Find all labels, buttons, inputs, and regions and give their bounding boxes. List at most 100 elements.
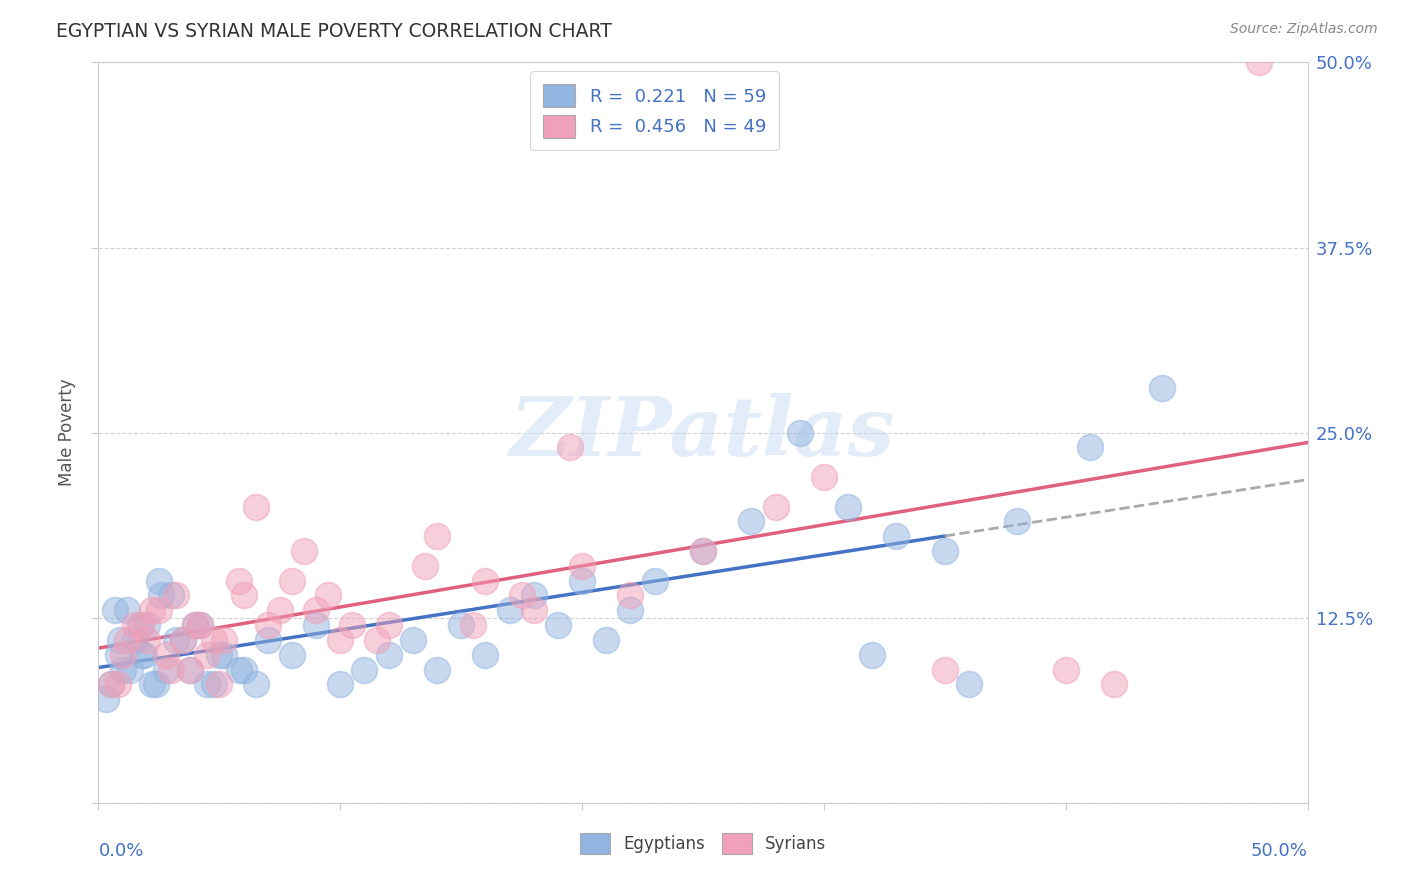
Point (165, 589, 187, 603)
Point (692, 544, 714, 558)
Point (316, 589, 339, 603)
Point (413, 558, 436, 573)
Point (232, 589, 254, 603)
Point (107, 648, 129, 662)
Point (281, 574, 304, 588)
Point (111, 648, 134, 662)
Point (1054, 663, 1077, 677)
Point (281, 648, 304, 662)
Point (107, 677, 129, 691)
Point (644, 574, 666, 588)
Point (1102, 677, 1125, 691)
Point (329, 632, 352, 647)
Point (1249, 55, 1271, 70)
Text: 0.0%: 0.0% (98, 842, 143, 860)
Point (184, 618, 207, 632)
Point (547, 618, 569, 632)
Point (148, 603, 170, 617)
Point (463, 618, 485, 632)
Point (179, 663, 201, 677)
Point (141, 603, 163, 617)
Point (204, 632, 226, 647)
Point (212, 648, 235, 662)
Point (329, 677, 352, 691)
Point (232, 663, 254, 677)
Point (148, 574, 170, 588)
Point (135, 632, 157, 647)
Point (934, 544, 956, 558)
Point (160, 589, 183, 603)
Point (245, 500, 267, 514)
Point (172, 632, 194, 647)
Point (450, 618, 472, 632)
Text: Source: ZipAtlas.com: Source: ZipAtlas.com (1230, 22, 1378, 37)
Point (124, 632, 146, 647)
Point (571, 574, 593, 588)
Point (195, 648, 218, 662)
Point (118, 663, 141, 677)
Point (1007, 515, 1029, 529)
Point (245, 677, 267, 691)
Point (208, 648, 231, 662)
Point (160, 663, 183, 677)
Point (510, 589, 533, 603)
Point (789, 425, 811, 440)
Point (135, 618, 157, 632)
Point (117, 603, 139, 617)
Point (100, 677, 122, 691)
Point (184, 618, 207, 632)
Point (131, 648, 153, 662)
Point (104, 603, 127, 617)
Point (1152, 381, 1174, 395)
Point (145, 677, 167, 691)
Point (208, 677, 231, 691)
Point (595, 632, 617, 647)
Point (426, 529, 449, 543)
Point (228, 574, 250, 588)
Point (474, 574, 496, 588)
Text: 50.0%: 50.0% (1251, 842, 1308, 860)
Point (124, 618, 146, 632)
Point (619, 589, 641, 603)
Point (195, 677, 218, 691)
Legend: Egyptians, Syrians: Egyptians, Syrians (574, 826, 832, 861)
Point (474, 648, 496, 662)
Point (619, 603, 641, 617)
Point (571, 558, 593, 573)
Point (860, 648, 883, 662)
Point (957, 677, 980, 691)
Point (813, 470, 835, 484)
Point (269, 603, 291, 617)
Point (765, 500, 787, 514)
Y-axis label: Male Poverty: Male Poverty (58, 379, 76, 486)
Point (94, 692, 117, 706)
Point (150, 589, 173, 603)
Point (377, 648, 399, 662)
Point (498, 603, 520, 617)
Point (165, 632, 187, 647)
Point (134, 648, 156, 662)
Point (108, 632, 131, 647)
Point (1078, 441, 1101, 455)
Point (256, 618, 278, 632)
Point (692, 544, 714, 558)
Point (353, 663, 375, 677)
Point (342, 618, 364, 632)
Point (117, 632, 139, 647)
Point (179, 663, 201, 677)
Point (523, 603, 546, 617)
Point (111, 663, 134, 677)
Point (128, 618, 150, 632)
Point (228, 663, 250, 677)
Point (377, 618, 399, 632)
Point (100, 677, 122, 691)
Point (188, 618, 211, 632)
Point (292, 544, 315, 558)
Point (188, 618, 211, 632)
Point (837, 500, 859, 514)
Point (305, 618, 328, 632)
Point (305, 603, 328, 617)
Point (131, 618, 153, 632)
Point (426, 663, 449, 677)
Point (204, 677, 226, 691)
